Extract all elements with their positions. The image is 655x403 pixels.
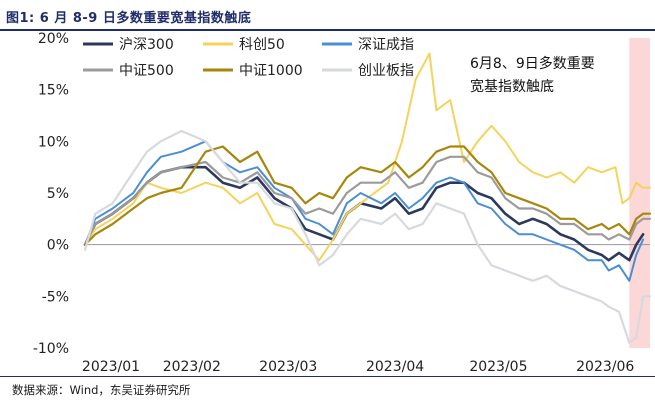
y-tick-label: 15% xyxy=(38,83,69,99)
y-tick-label: 20% xyxy=(38,31,69,47)
figure-title: 图1: 6 月 8-9 日多数重要宽基指数触底 xyxy=(6,11,252,26)
x-tick-label: 2023/02 xyxy=(163,359,221,375)
highlight-annotation: 6月8、9日多数重要 xyxy=(470,55,595,72)
y-tick-label: -5% xyxy=(42,289,69,305)
legend-label: 中证1000 xyxy=(239,63,303,79)
y-tick-label: 10% xyxy=(38,134,69,150)
legend-label: 中证500 xyxy=(119,63,174,79)
series-line-2 xyxy=(84,140,645,282)
x-tick-label: 2023/04 xyxy=(366,359,424,375)
y-tick-label: 5% xyxy=(47,186,69,202)
legend-label: 深证成指 xyxy=(358,37,414,53)
x-tick-label: 2023/03 xyxy=(259,359,317,375)
series-line-5 xyxy=(83,129,652,344)
footer-rule xyxy=(0,376,655,377)
highlight-band xyxy=(629,38,650,348)
series-line-0 xyxy=(83,165,645,262)
title-rule xyxy=(0,29,655,31)
x-tick-label: 2023/01 xyxy=(82,359,140,375)
series-line-4 xyxy=(83,145,652,246)
y-tick-label: 0% xyxy=(47,238,69,254)
source-note: 数据来源：Wind，东吴证券研究所 xyxy=(12,383,191,397)
legend-label: 创业板指 xyxy=(358,63,414,79)
y-tick-label: -10% xyxy=(33,341,69,357)
legend-label: 沪深300 xyxy=(119,37,174,53)
highlight-annotation: 宽基指数触底 xyxy=(470,78,554,95)
legend-label: 科创50 xyxy=(239,37,285,53)
series-line-1 xyxy=(84,52,651,262)
x-tick-label: 2023/05 xyxy=(469,359,527,375)
x-tick-label: 2023/06 xyxy=(576,359,634,375)
